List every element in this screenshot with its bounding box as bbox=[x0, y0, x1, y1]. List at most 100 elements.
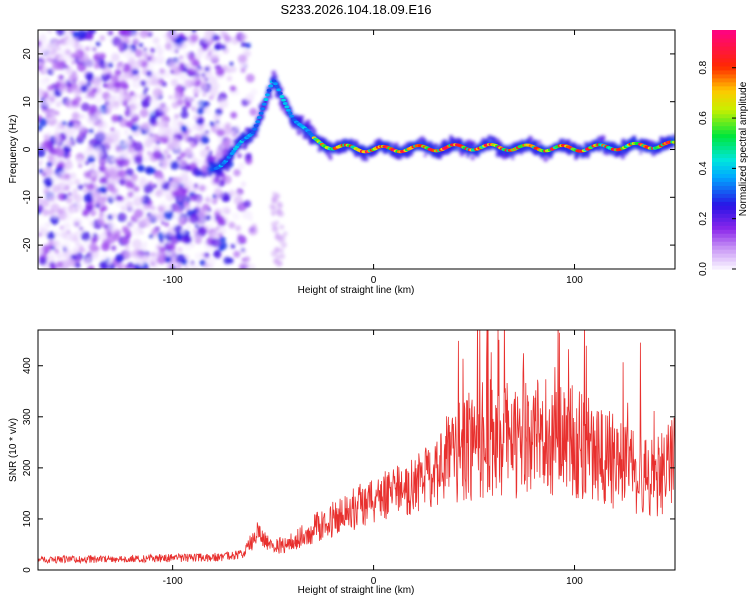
heatmap-cell-2264 bbox=[388, 142, 393, 146]
heatmap-cell-2332 bbox=[409, 153, 413, 157]
heatmap-cell-1577 bbox=[219, 30, 225, 36]
heatmap-cell-104 bbox=[99, 35, 106, 42]
heatmap-cell-271 bbox=[95, 41, 101, 47]
heatmap-cell-1380 bbox=[124, 266, 129, 269]
heatmap-y-tick-label-1: -10 bbox=[22, 190, 33, 205]
heatmap-cell-1358 bbox=[61, 183, 66, 188]
heatmap-cell-1327 bbox=[147, 32, 153, 37]
heatmap-cell-3255 bbox=[289, 114, 294, 118]
heatmap-cell-844 bbox=[91, 177, 97, 183]
heatmap-cell-1533 bbox=[210, 94, 216, 100]
heatmap-cell-1558 bbox=[71, 192, 78, 199]
heatmap-cell-1364 bbox=[148, 234, 154, 239]
heatmap-cell-1342 bbox=[125, 50, 134, 59]
heatmap-cell-1590 bbox=[96, 150, 104, 158]
heatmap-cell-763 bbox=[178, 158, 188, 168]
heatmap-cell-1411 bbox=[180, 229, 186, 236]
heatmap-cell-1544 bbox=[117, 169, 127, 178]
heatmap-cell-1530 bbox=[195, 196, 203, 204]
heatmap-cell-1403 bbox=[178, 65, 184, 72]
heatmap-cell-866 bbox=[159, 238, 165, 244]
heatmap-cell-1422 bbox=[51, 177, 58, 184]
heatmap-cell-1579 bbox=[165, 123, 170, 128]
heatmap-cell-1195 bbox=[139, 196, 145, 202]
heatmap-cell-1312 bbox=[63, 30, 71, 35]
heatmap-cell-1162 bbox=[64, 129, 74, 138]
heatmap-cell-1515 bbox=[195, 206, 200, 211]
heatmap-cell-1270 bbox=[45, 181, 52, 188]
heatmap-cell-1399 bbox=[233, 195, 243, 205]
heatmap-cell-720 bbox=[88, 87, 93, 92]
heatmap-cell-1347 bbox=[151, 228, 159, 236]
heatmap-cell-547 bbox=[42, 208, 50, 217]
heatmap-cell-156 bbox=[170, 78, 179, 87]
heatmap-cell-921 bbox=[56, 30, 66, 36]
heatmap-cell-1430 bbox=[82, 248, 87, 253]
heatmap-cell-2697 bbox=[519, 151, 523, 155]
colorbar-segment-16 bbox=[712, 201, 736, 206]
heatmap-cell-1283 bbox=[65, 196, 73, 204]
colorbar-segment-2 bbox=[712, 257, 736, 262]
heatmap-cell-1563 bbox=[149, 167, 157, 174]
heatmap-cell-1545 bbox=[92, 190, 102, 199]
heatmap-cell-1068 bbox=[196, 107, 205, 115]
colorbar-segment-36 bbox=[712, 121, 736, 127]
heatmap-cell-2377 bbox=[422, 138, 428, 144]
heatmap-cell-1021 bbox=[42, 244, 52, 254]
heatmap-cell-1576 bbox=[81, 113, 86, 119]
heatmap-cell-1625 bbox=[269, 203, 275, 210]
heatmap-cell-1465 bbox=[49, 264, 57, 269]
colorbar-segment-56 bbox=[712, 41, 736, 47]
heatmap-cell-594 bbox=[63, 146, 71, 153]
heatmap-cell-1019 bbox=[110, 52, 120, 62]
heatmap-cell-1138 bbox=[244, 153, 252, 161]
heatmap-cell-1505 bbox=[71, 85, 80, 94]
heatmap-cell-1523 bbox=[68, 73, 77, 82]
heatmap-cell-1386 bbox=[148, 99, 153, 104]
heatmap-cell-1657 bbox=[276, 208, 282, 215]
heatmap-cell-1385 bbox=[129, 110, 138, 119]
colorbar-segment-38 bbox=[712, 113, 736, 119]
heatmap-cell-1415 bbox=[203, 123, 210, 130]
heatmap-cell-1433 bbox=[186, 127, 193, 134]
heatmap-y-tick-label-2: 0 bbox=[22, 146, 33, 152]
heatmap-cell-2285 bbox=[395, 142, 399, 147]
heatmap-cell-1593 bbox=[102, 137, 112, 147]
heatmap-cell-1047 bbox=[38, 257, 47, 266]
heatmap-cell-1402 bbox=[74, 49, 85, 59]
heatmap-cell-1325 bbox=[167, 60, 178, 70]
heatmap-cell-1510 bbox=[84, 46, 90, 52]
heatmap-cell-1460 bbox=[210, 230, 219, 239]
colorbar-label: Normalized spectral amplitude bbox=[738, 81, 749, 216]
heatmap-cell-2537 bbox=[470, 155, 475, 161]
heatmap-cell-422 bbox=[111, 245, 117, 251]
heatmap-cell-1230 bbox=[163, 210, 174, 221]
heatmap-cell-1228 bbox=[193, 87, 200, 95]
heatmap-cell-1597 bbox=[46, 111, 57, 121]
colorbar-segment-39 bbox=[712, 109, 736, 115]
heatmap-cell-1377 bbox=[139, 30, 149, 39]
colorbar-segment-20 bbox=[712, 185, 736, 190]
colorbar-segment-0 bbox=[712, 265, 736, 270]
heatmap-cell-1647 bbox=[271, 212, 276, 216]
snr-frame bbox=[37, 329, 676, 571]
heatmap-cell-814 bbox=[131, 238, 142, 249]
heatmap-cell-1580 bbox=[162, 149, 169, 156]
heatmap-cell-1970 bbox=[301, 115, 305, 119]
heatmap-cell-1574 bbox=[74, 261, 81, 269]
heatmap-cell-1653 bbox=[279, 234, 284, 239]
heatmap-cell-1221 bbox=[177, 195, 184, 202]
heatmap-cell-815 bbox=[148, 201, 153, 206]
colorbar-segment-4 bbox=[712, 249, 736, 254]
heatmap-cell-1768 bbox=[239, 145, 243, 150]
colorbar-segment-45 bbox=[712, 85, 736, 91]
colorbar-segment-23 bbox=[712, 173, 736, 178]
heatmap-cell-1554 bbox=[111, 114, 119, 123]
heatmap-cell-1592 bbox=[124, 244, 130, 250]
heatmap-cell-976 bbox=[89, 221, 95, 227]
heatmap-cell-875 bbox=[199, 259, 206, 266]
heatmap-cell-3245 bbox=[273, 82, 278, 86]
heatmap-cell-2541 bbox=[471, 140, 476, 146]
colorbar-segment-40 bbox=[712, 105, 736, 111]
heatmap-cell-1299 bbox=[38, 87, 41, 92]
